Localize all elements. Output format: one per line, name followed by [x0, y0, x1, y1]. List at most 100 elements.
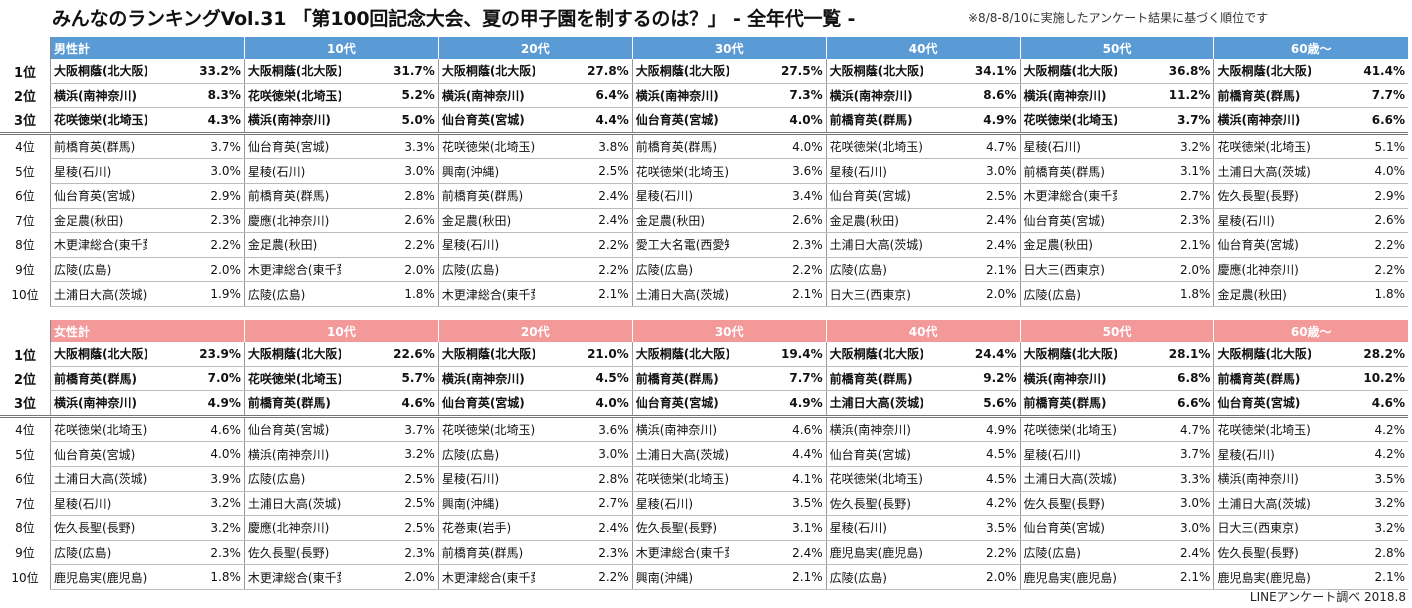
vote-percent: 2.4%	[729, 540, 827, 566]
vote-percent: 4.1%	[729, 466, 827, 492]
vote-percent: 4.9%	[147, 390, 245, 418]
vote-percent: 4.2%	[1310, 441, 1408, 467]
vote-percent: 6.6%	[1116, 390, 1214, 418]
school-name: 花咲徳栄(北埼玉)	[1019, 416, 1117, 443]
vote-percent: 2.2%	[1310, 232, 1408, 258]
school-name: 前橋育英(群馬)	[631, 133, 730, 160]
vote-percent: 2.3%	[147, 208, 245, 234]
rank-label: 9位	[15, 263, 35, 278]
school-name: 前橋育英(群馬)	[50, 133, 148, 160]
school-name: 前橋育英(群馬)	[1213, 83, 1311, 109]
vote-percent: 2.5%	[341, 515, 439, 541]
school-name: 花咲徳栄(北埼玉)	[1213, 416, 1311, 443]
vote-percent: 4.0%	[1310, 158, 1408, 184]
school-name: 日大三(西東京)	[1213, 515, 1311, 541]
school-name: 佐久長聖(長野)	[825, 491, 924, 517]
school-name: 興南(沖縄)	[437, 491, 536, 517]
vote-percent: 3.0%	[923, 158, 1021, 184]
school-name: 金足農(秋田)	[631, 208, 730, 234]
school-name: 仙台育英(宮城)	[50, 183, 148, 209]
vote-percent: 4.3%	[147, 107, 245, 135]
school-name: 広陵(広島)	[437, 441, 536, 467]
vote-percent: 3.2%	[147, 515, 245, 541]
rank-header-blank	[0, 37, 51, 59]
school-name: 大阪桐蔭(北大阪)	[1019, 59, 1117, 84]
vote-percent: 31.7%	[341, 59, 439, 84]
school-name: 星稜(石川)	[631, 491, 730, 517]
school-name: 慶應(北神奈川)	[243, 208, 342, 234]
age-group-header: 20代	[437, 37, 633, 59]
vote-percent: 3.5%	[1310, 466, 1408, 492]
school-name: 大阪桐蔭(北大阪)	[825, 342, 924, 367]
vote-percent: 2.1%	[1116, 564, 1214, 590]
school-name: 金足農(秋田)	[50, 208, 148, 234]
vote-percent: 2.4%	[923, 208, 1021, 234]
vote-percent: 33.2%	[147, 59, 245, 84]
school-name: 佐久長聖(長野)	[1213, 183, 1311, 209]
vote-percent: 4.9%	[923, 416, 1021, 443]
school-name: 前橋育英(群馬)	[1019, 390, 1117, 418]
rank-label: 9位	[15, 546, 35, 561]
vote-percent: 2.0%	[923, 564, 1021, 590]
vote-percent: 23.9%	[147, 342, 245, 367]
school-name: 仙台育英(宮城)	[243, 133, 342, 160]
school-name: 佐久長聖(長野)	[243, 540, 342, 566]
table-row: 1位 大阪桐蔭(北大阪) 23.9% 大阪桐蔭(北大阪) 22.6% 大阪桐蔭(北大阪) 2…	[0, 342, 1408, 367]
vote-percent: 2.2%	[923, 540, 1021, 566]
rank-label: 6位	[15, 472, 35, 487]
rank-header-blank	[0, 320, 51, 342]
vote-percent: 27.8%	[535, 59, 633, 84]
vote-percent: 4.5%	[923, 466, 1021, 492]
age-group-header: 10代	[243, 37, 439, 59]
school-name: 花咲徳栄(北埼玉)	[437, 133, 536, 160]
school-name: 花咲徳栄(北埼玉)	[50, 416, 148, 443]
school-name: 広陵(広島)	[437, 257, 536, 283]
table-row: 3位 花咲徳栄(北埼玉) 4.3% 横浜(南神奈川) 5.0% 仙台育英(宮城) 4.4% 仙…	[0, 107, 1408, 135]
male-total-header: 男性計	[50, 37, 245, 59]
vote-percent: 4.4%	[535, 107, 633, 135]
school-name: 仙台育英(宮城)	[437, 107, 536, 135]
school-name: 横浜(南神奈川)	[50, 390, 148, 418]
school-name: 仙台育英(宮城)	[1019, 208, 1117, 234]
rank-label: 7位	[15, 496, 35, 511]
vote-percent: 2.2%	[147, 232, 245, 258]
vote-percent: 4.5%	[535, 366, 633, 392]
page-title: みんなのランキングVol.31 「第100回記念大会、夏の甲子園を制するのは？」…	[52, 8, 856, 30]
rank-label: 2位	[13, 89, 37, 105]
school-name: 大阪桐蔭(北大阪)	[825, 59, 924, 84]
vote-percent: 4.6%	[1310, 390, 1408, 418]
vote-percent: 4.6%	[341, 390, 439, 418]
school-name: 佐久長聖(長野)	[1019, 491, 1117, 517]
school-name: 横浜(南神奈川)	[1019, 83, 1117, 109]
school-name: 星稜(石川)	[1019, 133, 1117, 160]
school-name: 星稜(石川)	[1213, 208, 1311, 234]
vote-percent: 2.0%	[923, 281, 1021, 307]
school-name: 仙台育英(宮城)	[1213, 390, 1311, 418]
table-row: 2位 横浜(南神奈川) 8.3% 花咲徳栄(北埼玉) 5.2% 横浜(南神奈川) 6.4% 横…	[0, 83, 1408, 109]
vote-percent: 2.2%	[341, 232, 439, 258]
school-name: 大阪桐蔭(北大阪)	[1019, 342, 1117, 367]
school-name: 仙台育英(宮城)	[631, 107, 730, 135]
school-name: 土浦日大高(茨城)	[825, 232, 924, 258]
vote-percent: 2.8%	[341, 183, 439, 209]
school-name: 花咲徳栄(北埼玉)	[50, 107, 148, 135]
school-name: 星稜(石川)	[631, 183, 730, 209]
vote-percent: 3.0%	[1116, 515, 1214, 541]
vote-percent: 3.0%	[1116, 491, 1214, 517]
vote-percent: 3.2%	[1310, 515, 1408, 541]
vote-percent: 6.6%	[1310, 107, 1408, 135]
school-name: 日大三(西東京)	[825, 281, 924, 307]
school-name: 横浜(南神奈川)	[50, 83, 148, 109]
school-name: 鹿児島実(鹿児島)	[825, 540, 924, 566]
school-name: 花咲徳栄(北埼玉)	[437, 416, 536, 443]
vote-percent: 3.2%	[341, 441, 439, 467]
vote-percent: 2.5%	[341, 466, 439, 492]
school-name: 木更津総合(東千葉)	[631, 540, 730, 566]
school-name: 金足農(秋田)	[437, 208, 536, 234]
vote-percent: 27.5%	[729, 59, 827, 84]
vote-percent: 3.2%	[147, 491, 245, 517]
school-name: 大阪桐蔭(北大阪)	[631, 342, 730, 367]
school-name: 木更津総合(東千葉)	[243, 257, 342, 283]
school-name: 鹿児島実(鹿児島)	[1213, 564, 1311, 590]
vote-percent: 2.3%	[147, 540, 245, 566]
